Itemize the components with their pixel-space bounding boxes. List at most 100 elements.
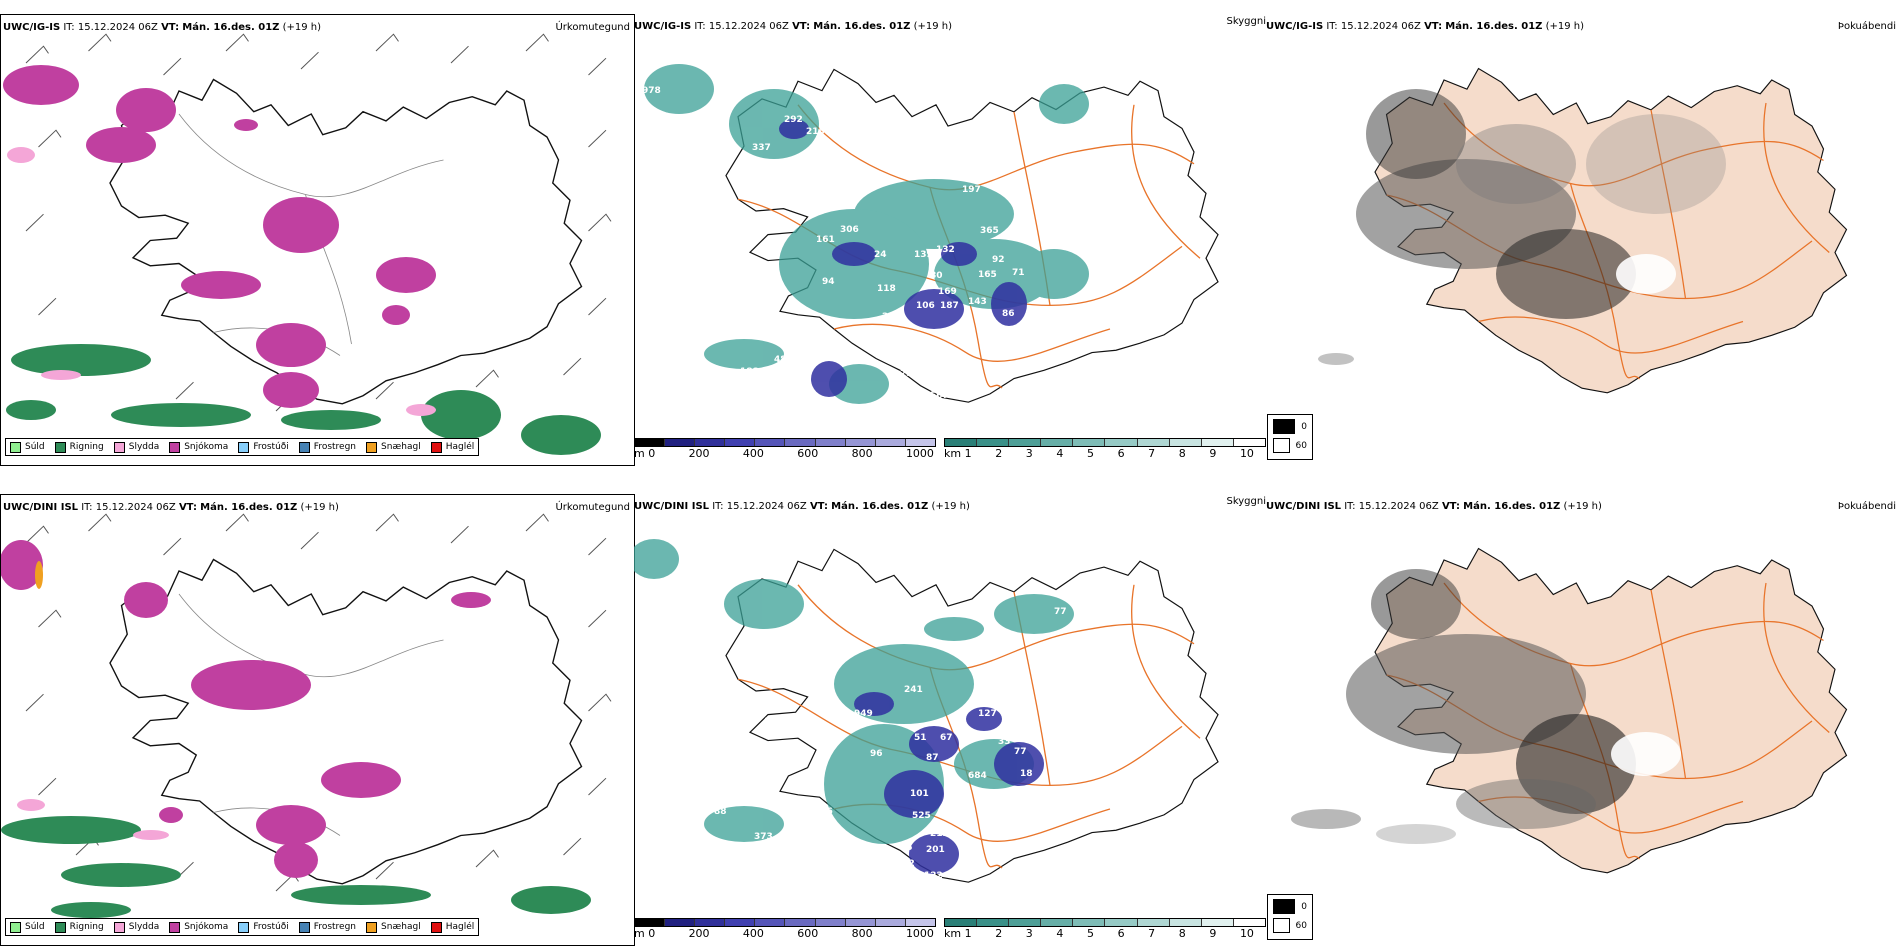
cloud-areas bbox=[644, 64, 1089, 404]
model-name: UWC/DINI ISL bbox=[634, 501, 710, 512]
ceiling-label: 169 bbox=[938, 287, 957, 297]
ceiling-label: 77 bbox=[1054, 607, 1067, 617]
fog-shading bbox=[1318, 89, 1726, 365]
it-label: IT: bbox=[81, 502, 93, 513]
it-label: IT: bbox=[1344, 501, 1356, 512]
header: UWC/DINI ISL IT: 15.12.2024 06Z VT: Mán.… bbox=[3, 502, 339, 513]
legend-item: Snjókoma bbox=[169, 921, 228, 933]
it-value: 15.12.2024 06Z bbox=[1358, 501, 1439, 512]
ceiling-label: 365 bbox=[980, 226, 999, 236]
ceiling-label: 296 bbox=[882, 312, 901, 322]
ceiling-label: 132 bbox=[936, 245, 955, 255]
ceiling-label: 92 bbox=[992, 255, 1005, 265]
ceiling-label: 106 bbox=[916, 301, 935, 311]
legend-item: Frostúði bbox=[238, 921, 289, 933]
vt-value: Mán. 16.des. 01Z bbox=[831, 501, 929, 512]
ceiling-label: 118 bbox=[877, 284, 896, 294]
ceiling-label: 18 bbox=[1020, 769, 1033, 779]
it-label: IT: bbox=[63, 22, 75, 33]
ceiling-label: 525 bbox=[912, 811, 931, 821]
header: UWC/IG-IS IT: 15.12.2024 06Z VT: Mán. 16… bbox=[1266, 21, 1584, 32]
ceiling-label: 212 bbox=[930, 829, 949, 839]
legend-item: Súld bbox=[10, 441, 45, 453]
ceiling-label: 215 bbox=[806, 127, 825, 137]
it-label: IT: bbox=[712, 501, 724, 512]
ceiling-label: 94 bbox=[822, 277, 835, 287]
vt-value: Mán. 16.des. 01Z bbox=[182, 22, 280, 33]
ceiling-label: 56 bbox=[904, 387, 917, 397]
panel-title: Úrkomutegund bbox=[555, 502, 630, 513]
precip-type-map-top bbox=[3, 33, 612, 455]
vt-value: Mán. 16.des. 01Z bbox=[1445, 21, 1543, 32]
ceiling-label: 87 bbox=[926, 753, 939, 763]
visibility-panel-top: 978 292 215 337 161 306 365 92 71 132 13… bbox=[634, 14, 1266, 464]
ceiling-ticks: m 0 200 400 600 800 1000 bbox=[634, 447, 934, 460]
ceiling-label: 22 bbox=[842, 161, 855, 171]
ceiling-label: 949 bbox=[854, 709, 873, 719]
model-name: UWC/IG-IS bbox=[3, 22, 61, 33]
ceiling-label: 188 bbox=[740, 367, 759, 377]
ceiling-label: 80 bbox=[930, 271, 943, 281]
legend-item: Súld bbox=[10, 921, 45, 933]
header: UWC/IG-IS IT: 15.12.2024 06Z VT: Mán. 16… bbox=[3, 22, 321, 33]
ceiling-label: 67 bbox=[940, 733, 953, 743]
ceiling-label: 239 bbox=[900, 369, 919, 379]
vt-value: Mán. 16.des. 01Z bbox=[1463, 501, 1561, 512]
visibility-colorbar bbox=[944, 918, 1266, 927]
vt-value: Mán. 16.des. 01Z bbox=[813, 21, 911, 32]
ceiling-label: 684 bbox=[968, 771, 987, 781]
snow-areas bbox=[3, 65, 436, 408]
ceiling-label: 65 bbox=[816, 353, 829, 363]
ceiling-label: 165 bbox=[978, 270, 997, 280]
lead-time: (+19 h) bbox=[931, 501, 970, 512]
legend-item: Rigning bbox=[54, 441, 104, 453]
fog-panel-top: UWC/IG-IS IT: 15.12.2024 06Z VT: Mán. 16… bbox=[1266, 14, 1900, 464]
it-label: IT: bbox=[694, 21, 706, 32]
low-ceiling-areas bbox=[854, 692, 1044, 874]
vt-label: VT: bbox=[178, 502, 197, 513]
panel-title: Skyggni bbox=[1226, 16, 1266, 27]
legend-item: Slydda bbox=[113, 921, 159, 933]
ceiling-label: 122 bbox=[924, 871, 943, 881]
legend-item: Frostregn bbox=[298, 441, 356, 453]
ceiling-label: 165 bbox=[812, 725, 831, 735]
ceiling-label: 51 bbox=[914, 733, 927, 743]
lead-time: (+19 h) bbox=[913, 21, 953, 32]
ceiling-label: 77 bbox=[1014, 747, 1027, 757]
ceiling-label: 31 bbox=[900, 609, 913, 619]
vt-label: VT: bbox=[161, 22, 180, 33]
ceiling-label: 485 bbox=[774, 355, 793, 365]
fog-shading bbox=[1291, 569, 1681, 844]
panel-title: Skyggni bbox=[1226, 496, 1266, 507]
precip-type-map-bottom bbox=[1, 513, 612, 918]
visibility-unit: km bbox=[944, 447, 962, 460]
it-value: 15.12.2024 06Z bbox=[708, 21, 789, 32]
ceiling-label: 71 bbox=[1012, 268, 1025, 278]
legend-item: Snæhagl bbox=[366, 921, 421, 933]
it-value: 15.12.2024 06Z bbox=[726, 501, 807, 512]
legend-item: Rigning bbox=[54, 921, 104, 933]
ceiling-label: 306 bbox=[840, 225, 859, 235]
vt-label: VT: bbox=[809, 501, 828, 512]
lead-time: (+19 h) bbox=[282, 22, 322, 33]
ceiling-label: 161 bbox=[816, 235, 835, 245]
legend-item: Frostregn bbox=[298, 921, 356, 933]
ceiling-label: 181 bbox=[764, 717, 783, 727]
it-label: IT: bbox=[1326, 21, 1338, 32]
fog-map-top bbox=[1318, 67, 1848, 394]
model-name: UWC/IG-IS bbox=[1266, 21, 1324, 32]
ceiling-label: 120 bbox=[902, 349, 921, 359]
ceiling-label: 62 bbox=[1058, 333, 1071, 343]
fog-map-bottom bbox=[1291, 547, 1848, 874]
precip-type-panel-top: UWC/IG-IS IT: 15.12.2024 06Z VT: Mán. 16… bbox=[0, 14, 635, 466]
header: UWC/DINI ISL IT: 15.12.2024 06Z VT: Mán.… bbox=[1266, 501, 1602, 512]
legend-item: Slydda bbox=[113, 441, 159, 453]
it-value: 15.12.2024 06Z bbox=[77, 22, 158, 33]
ceiling-label: 127 bbox=[978, 709, 997, 719]
ceiling-label: 95 bbox=[900, 843, 913, 853]
ceiling-label: 41 bbox=[804, 619, 817, 629]
ceiling-label: 33 bbox=[998, 737, 1011, 747]
ceiling-label: 86 bbox=[1002, 309, 1015, 319]
header: UWC/DINI ISL IT: 15.12.2024 06Z VT: Mán.… bbox=[634, 501, 970, 512]
